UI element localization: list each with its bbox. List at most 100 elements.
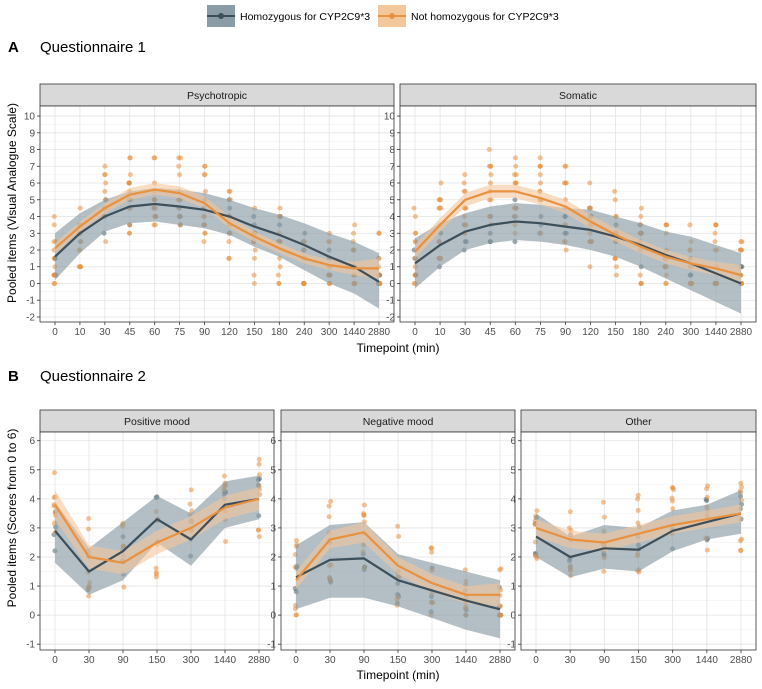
psychotropic-response-point [77,264,83,270]
negative-mood-response-point [396,533,402,539]
somatic-x-tick-label: 45 [485,327,497,338]
psychotropic-response-point [352,222,358,228]
positive-mood-response-point [153,565,159,571]
somatic-x-tick-label: 0 [412,327,418,338]
other-response-point [671,487,677,493]
somatic-y-tick-label: 4 [389,212,395,223]
psychotropic-response-point [177,172,183,178]
somatic-response-point [612,188,618,194]
psychotropic-response-point [127,155,133,161]
other-response-point [635,507,641,513]
positive-mood-response-point [256,461,262,467]
somatic-response-point [537,180,543,186]
somatic-response-point [436,205,442,211]
positive-mood-x-tick-label: 1440 [214,655,237,666]
positive-mood-x-tick-label: 90 [117,655,129,666]
psychotropic-strip-label: Psychotropic [187,90,247,102]
other-y-tick-label: 3 [510,523,516,534]
psychotropic-y-tick-label: 10 [24,112,36,123]
section-b-letter: B [8,368,19,385]
other-response-point [669,495,675,501]
psychotropic-y-tick-label: 5 [29,195,35,206]
negative-mood-x-tick-label: 0 [293,655,299,666]
psychotropic-response-point [77,205,83,211]
other-response-point [635,492,641,498]
section-a-y-axis-title: Pooled items (Visual Analogue Scale) [5,103,19,303]
psychotropic-x-tick-label: 60 [149,327,161,338]
section-b-title: Questionnaire 2 [40,368,146,385]
other-response-point [705,483,711,489]
other-response-point [704,494,710,500]
positive-mood-y-tick-label: -1 [26,640,35,651]
somatic-response-point [461,180,467,186]
psychotropic-x-tick-label: 300 [321,327,338,338]
positive-mood-response-point [86,516,92,522]
negative-mood-y-tick-label: 3 [270,523,276,534]
somatic-x-tick-label: 1440 [705,327,728,338]
negative-mood-response-point [326,514,332,520]
legend-key-homozygous-point [218,13,224,19]
section-a-x-axis-title: Timepoint (min) [357,341,440,355]
psychotropic-response-point [103,180,109,186]
negative-mood-response-point [361,502,367,508]
psychotropic-response-point [152,222,158,228]
psychotropic-x-tick-label: 75 [174,327,186,338]
psychotropic-response-point [127,230,133,236]
psychotropic-response-point [277,205,283,211]
somatic-x-tick-label: 2880 [730,327,753,338]
psychotropic-y-tick-label: 8 [29,145,35,156]
psychotropic-x-tick-label: 0 [52,327,58,338]
positive-mood-y-tick-label: 5 [29,465,35,476]
other-response-point [635,520,641,526]
legend-label-not-homozygous: Not homozygous for CYP2C9*3 [411,11,559,23]
somatic-response-point [438,180,444,186]
other-mean-line-homozygous [535,512,742,559]
somatic-x-tick-label: 10 [435,327,447,338]
psychotropic-y-tick-label: 1 [29,262,35,273]
other-x-tick-label: 30 [565,655,577,666]
positive-mood-y-tick-label: 0 [29,611,35,622]
somatic-response-point [638,214,644,220]
somatic-response-point [587,205,593,211]
negative-mood-y-tick-label: 4 [270,494,276,505]
section-b-y-axis-title: Pooled items (Scores from 0 to 6) [5,429,19,608]
negative-mood-response-point [294,612,300,618]
negative-mood-response-point [328,498,334,504]
psychotropic-x-tick-label: 90 [199,327,211,338]
psychotropic-response-point [51,214,57,220]
negative-mood-x-tick-label: 30 [324,655,336,666]
somatic-y-tick-label: 5 [389,195,395,206]
somatic-panel-border [399,105,757,323]
somatic-x-tick-label: 240 [657,327,674,338]
somatic-response-point [513,163,519,169]
other-y-tick-label: 6 [510,436,516,447]
positive-mood-response-point [86,526,92,532]
somatic-ci-band-homozygous [415,203,741,314]
somatic-response-point [612,255,618,261]
psychotropic-x-tick-label: 30 [99,327,111,338]
psychotropic-x-tick-label: 120 [221,327,238,338]
psychotropic-x-tick-label: 10 [74,327,86,338]
somatic-response-point [462,172,468,178]
negative-mood-y-tick-label: 1 [270,582,276,593]
psychotropic-ci-band-homozygous [55,188,379,309]
somatic-response-point [512,155,518,161]
positive-mood-y-tick-label: 2 [29,552,35,563]
other-mean-line-not-homozygous [535,512,742,544]
other-x-tick-label: 150 [630,655,647,666]
section-b-x-axis-title: Timepoint (min) [357,668,440,682]
somatic-x-tick-label: 75 [535,327,547,338]
psychotropic-response-point [226,188,232,194]
negative-mood-y-tick-label: -1 [267,640,276,651]
negative-mood-y-tick-label: 2 [270,552,276,563]
other-response-point [704,547,710,553]
other-response-point [635,496,641,502]
psychotropic-response-point [126,180,132,186]
other-response-point [670,506,676,512]
other-response-point [601,568,607,574]
somatic-response-point [412,230,418,236]
psychotropic-response-point [176,163,182,169]
somatic-response-point [637,272,643,278]
negative-mood-x-tick-label: 1440 [455,655,478,666]
